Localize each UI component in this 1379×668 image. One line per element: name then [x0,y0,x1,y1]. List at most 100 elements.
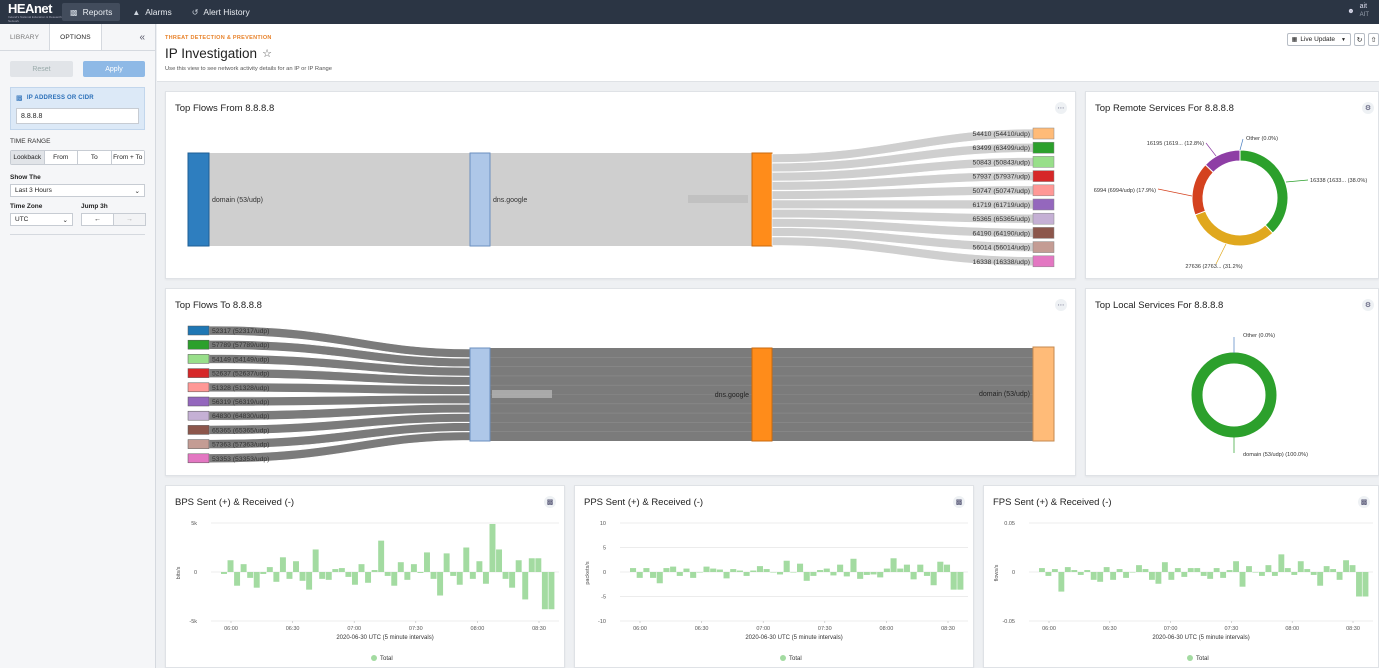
time-range-from[interactable]: From [44,151,78,164]
calendar-icon: ▦ [1291,37,1298,43]
sankey-node [751,152,773,247]
bar [1304,569,1311,572]
time-range-from-to[interactable]: From + To [111,151,144,164]
sankey-node [187,354,210,364]
bar [234,572,241,586]
chevron-down-icon: ⌄ [134,187,140,195]
panel-title: Top Local Services For 8.8.8.8 [1095,300,1224,311]
user-menu[interactable]: ☻ ait AIT [1347,2,1369,20]
bar [247,572,254,578]
nav-item-reports[interactable]: ▩ Reports [62,3,121,21]
bar [670,566,677,572]
jump-back-button[interactable]: ← [82,214,113,225]
settings-icon[interactable]: ⚙ [1362,299,1374,311]
settings-icon[interactable]: ⚙ [1362,102,1374,114]
bar [730,569,737,572]
apply-button[interactable]: Apply [82,61,145,77]
bar [450,572,457,576]
bar [883,568,890,572]
bar [756,566,763,572]
bar [397,562,404,572]
bar [1123,572,1129,578]
jump-label: Jump 3h [81,203,108,210]
sankey-node-label: 50747 (50747/udp) [973,188,1030,195]
bar [710,568,717,572]
bar-chart-icon[interactable]: ▩ [953,496,965,508]
bar-chart-icon[interactable]: ▩ [1358,496,1370,508]
legend-label: Total [789,656,802,662]
collapse-sidebar-icon[interactable]: « [139,31,145,43]
bar [1265,565,1272,572]
bar [522,572,529,600]
star-icon[interactable]: ☆ [262,48,272,60]
show-the-select[interactable]: Last 3 Hours ⌄ [10,184,145,197]
sankey-node-label: 57363 (57363/udp) [212,442,269,449]
bar [515,560,522,572]
sankey-node [187,152,210,247]
breadcrumb[interactable]: THREAT DETECTION & PREVENTION [165,35,272,41]
heanet-logo[interactable]: HEAnet Ireland's National Education & Re… [0,0,62,24]
sankey-node [1032,198,1055,211]
logo-text: HEAnet [8,0,52,16]
y-tick-label: 0 [603,570,606,576]
nav-item-alarms[interactable]: ▲ Alarms [124,3,179,21]
time-range-to[interactable]: To [78,151,112,164]
bar [1349,565,1356,572]
sankey-node [187,368,210,378]
sankey-node [751,347,773,442]
bar [643,568,650,572]
panel-title: FPS Sent (+) & Received (-) [993,497,1112,508]
live-update-dropdown[interactable]: ▦ Live Update ▼ [1286,33,1351,46]
sankey-from-chart: domain (53/udp) dns.google 54410 (54410/ud… [187,127,1055,268]
x-tick-label: 08:30 [532,626,546,632]
bar [870,572,877,575]
bar [1284,568,1291,572]
tab-library[interactable]: LIBRARY [10,33,40,41]
bar [437,572,444,596]
sankey-node-label: 16338 (16338/udp) [973,259,1030,266]
panel-title: PPS Sent (+) & Received (-) [584,497,704,508]
time-range-lookback[interactable]: Lookback [11,151,45,164]
bar [1097,572,1104,582]
refresh-button[interactable]: ↻ [1354,33,1365,46]
bar [1200,572,1207,576]
sankey-node-label: 61719 (61719/udp) [973,202,1030,209]
more-options-icon[interactable]: ⋯ [1055,299,1067,311]
bar [1336,572,1343,580]
x-tick-label: 08:30 [1346,626,1360,632]
panel-title: Top Flows To 8.8.8.8 [175,300,262,311]
caret-down-icon: ▼ [1341,36,1346,43]
bar [810,572,817,576]
bar-chart-icon[interactable]: ▩ [544,496,556,508]
bar [1343,560,1349,572]
x-tick-label: 07:00 [347,626,361,632]
y-tick-label: 5 [603,546,606,552]
sankey-node [1032,227,1055,239]
folder-icon: ▩ [70,7,78,17]
bar [489,523,496,572]
ip-input[interactable]: 8.8.8.8 [16,108,139,124]
tab-options[interactable]: OPTIONS [49,24,102,50]
time-zone-select[interactable]: UTC ⌄ [10,213,73,226]
export-button[interactable]: ⇧ [1368,33,1379,46]
bar [770,572,777,573]
sankey-node [469,347,491,442]
bar [509,572,516,588]
live-update-label: Live Update [1300,36,1336,43]
sankey-node-label: domain (53/udp) [979,391,1030,398]
bar [797,563,804,572]
sidebar: LIBRARY OPTIONS « Reset Apply ▩ IP ADDRE… [0,24,156,668]
bar [443,553,450,572]
jump-forward-button[interactable]: → [113,214,145,225]
bar [817,570,824,572]
reset-button[interactable]: Reset [10,61,73,77]
bar [358,564,365,572]
bar [1142,569,1149,572]
more-options-icon[interactable]: ⋯ [1055,102,1067,114]
bar [1226,570,1233,572]
nav-item-alert-history[interactable]: ↺ Alert History [184,3,258,21]
leader-line [1205,142,1217,157]
legend-label: Total [1196,656,1209,662]
bar [541,572,548,610]
local-services-donut: Other (0.0%) domain (53/udp) (100.0%) [1191,333,1308,458]
